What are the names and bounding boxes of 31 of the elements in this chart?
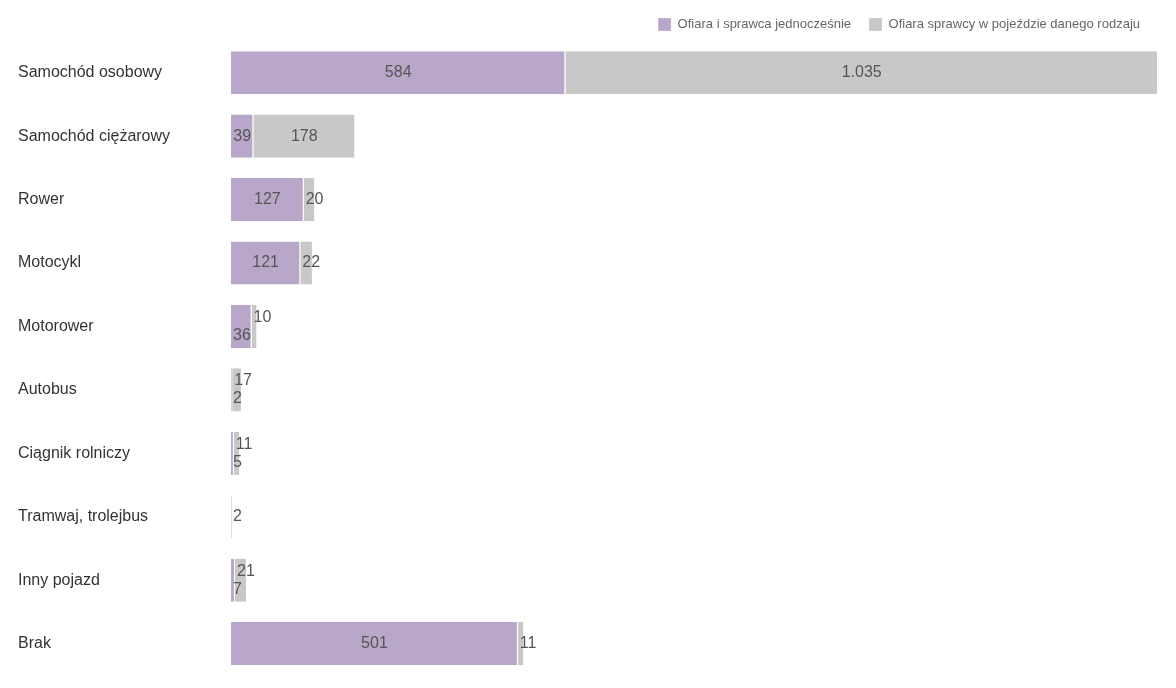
y-tick-label: Rower [18, 190, 65, 208]
data-label: 11 [235, 434, 253, 452]
data-label: 121 [252, 253, 280, 271]
data-label: 21 [237, 561, 255, 579]
data-label: 501 [361, 634, 388, 652]
data-label: 127 [254, 190, 281, 208]
data-label: 7 [233, 579, 242, 597]
legend-label: Ofiara i sprawca jednocześnie [677, 16, 852, 32]
data-label: 36 [233, 325, 251, 343]
y-tick-label: Samochód osobowy [18, 63, 163, 81]
data-label: 178 [290, 126, 318, 144]
data-label: 17 [234, 371, 253, 389]
data-label: 2 [233, 389, 242, 407]
data-label: 2 [233, 507, 242, 525]
data-label: 20 [305, 190, 324, 208]
data-label: 1.035 [841, 63, 882, 81]
y-tick-label: Samochód ciężarowy [18, 126, 171, 144]
y-tick-label: Motorower [18, 316, 95, 334]
legend-label: Ofiara sprawcy w pojeździe danego rodzaju [888, 16, 1140, 32]
data-label: 39 [233, 126, 252, 144]
y-tick-label: Ciągnik rolniczy [18, 443, 131, 461]
y-tick-label: Tramwaj, trolejbus [18, 507, 149, 525]
data-label: 5 [233, 452, 242, 470]
data-label: 11 [519, 634, 537, 652]
y-tick-label: Brak [18, 634, 52, 652]
data-label: 10 [253, 307, 272, 325]
data-label: 22 [302, 253, 321, 271]
y-tick-label: Inny pojazd [18, 570, 100, 588]
y-tick-label: Motocykl [18, 253, 82, 271]
data-label: 584 [384, 63, 412, 81]
y-tick-label: Autobus [18, 380, 77, 398]
